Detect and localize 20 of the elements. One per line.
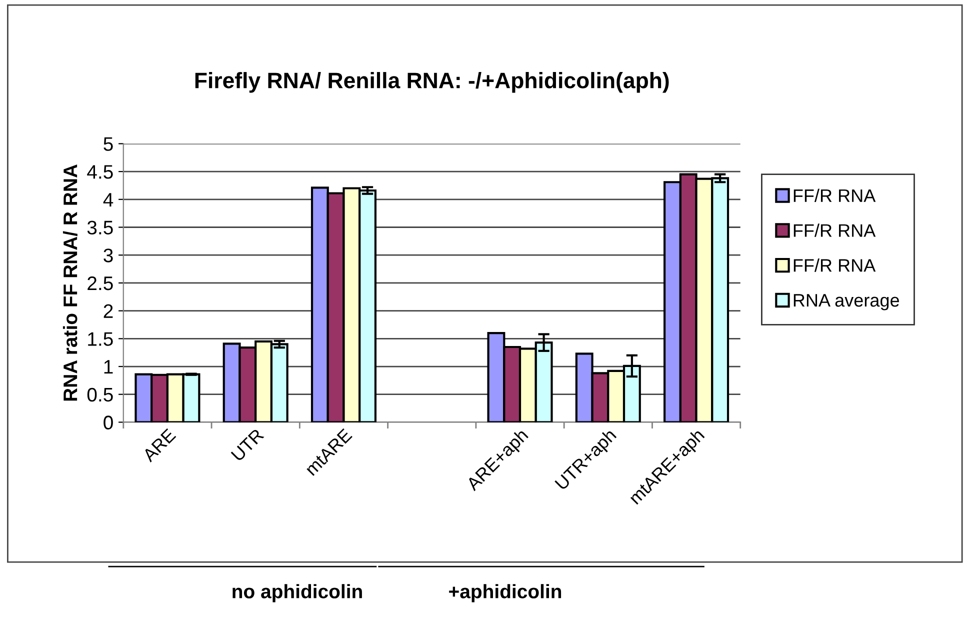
- y-tick-label: 0.5: [87, 388, 113, 402]
- legend-label: FF/R RNA: [794, 224, 876, 237]
- y-tick-label: 4: [103, 193, 114, 206]
- legend-label: FF/R RNA: [794, 258, 876, 272]
- legend-label: RNA average: [794, 294, 900, 310]
- y-tick-label: 5: [104, 137, 113, 151]
- y-tick-label: 0: [104, 416, 113, 430]
- text: no aphidicolin: [232, 584, 362, 602]
- y-tick-label: 3.5: [87, 220, 113, 234]
- text: +aphidicolin: [449, 584, 562, 602]
- y-tick-label: 4.5: [87, 165, 113, 179]
- y-tick-label: 1: [104, 360, 113, 374]
- x-tick-label: UTR: [230, 428, 264, 462]
- y-axis-title: RNA ratio FF RNA/ R RNA: [62, 164, 78, 401]
- legend-label: FF/R RNA: [794, 188, 876, 202]
- y-tick-label: 1.5: [88, 332, 113, 346]
- chart-title: Firefly RNA/ Renilla RNA: -/+Aphidicolin(aph): [195, 72, 669, 93]
- y-tick-label: 2: [104, 304, 113, 318]
- y-tick-label: 3: [104, 248, 113, 262]
- y-tick-label: 2.5: [88, 276, 113, 290]
